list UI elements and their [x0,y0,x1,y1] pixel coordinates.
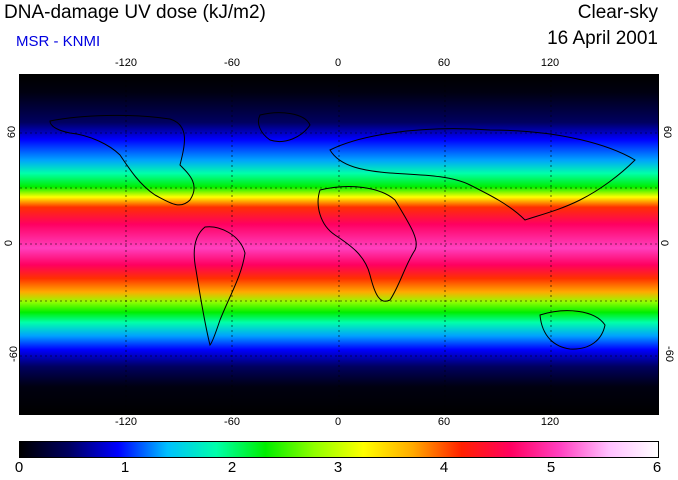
coastlines [49,112,636,350]
lat-tick-left: 0 [3,239,16,247]
lon-tick-bottom: 0 [334,416,342,428]
uv-dose-map [19,74,659,415]
color-scale-label: 2 [227,459,237,476]
color-scale-label: 4 [439,459,449,476]
africa-coastline [317,186,417,302]
lon-tick-top: 0 [334,57,342,69]
map-title: DNA-damage UV dose (kJ/m2) [4,2,266,23]
north-america-coastline [49,114,195,206]
lon-tick-bottom: 60 [437,416,451,428]
lon-tick-bottom: -120 [114,416,138,428]
lon-tick-top: -60 [224,57,240,69]
sky-condition-label: Clear-sky [577,2,658,23]
date-label: 16 April 2001 [547,28,658,49]
south-america-coastline [193,226,246,346]
lon-tick-bottom: -60 [224,416,240,428]
color-scale-label: 3 [333,459,343,476]
color-scale-bar [19,441,659,458]
uv-dose-map-svg [20,75,658,414]
graticule [20,75,658,414]
lon-tick-top: 60 [437,57,451,69]
eurasia-coastline [329,128,636,221]
greenland-coastline [257,112,311,142]
color-scale-label: 0 [14,459,24,476]
lon-tick-bottom: 120 [540,416,560,428]
color-scale-label: 1 [120,459,130,476]
lat-tick-right: -60 [662,346,675,362]
lat-tick-right: 0 [658,239,671,247]
lon-tick-top: -120 [114,57,138,69]
source-label: MSR - KNMI [16,33,101,50]
lat-tick-left: 60 [6,125,19,139]
color-scale-label: 5 [546,459,556,476]
lon-tick-top: 120 [540,57,560,69]
color-scale-label: 6 [652,459,662,476]
lat-tick-right: 60 [661,125,674,139]
